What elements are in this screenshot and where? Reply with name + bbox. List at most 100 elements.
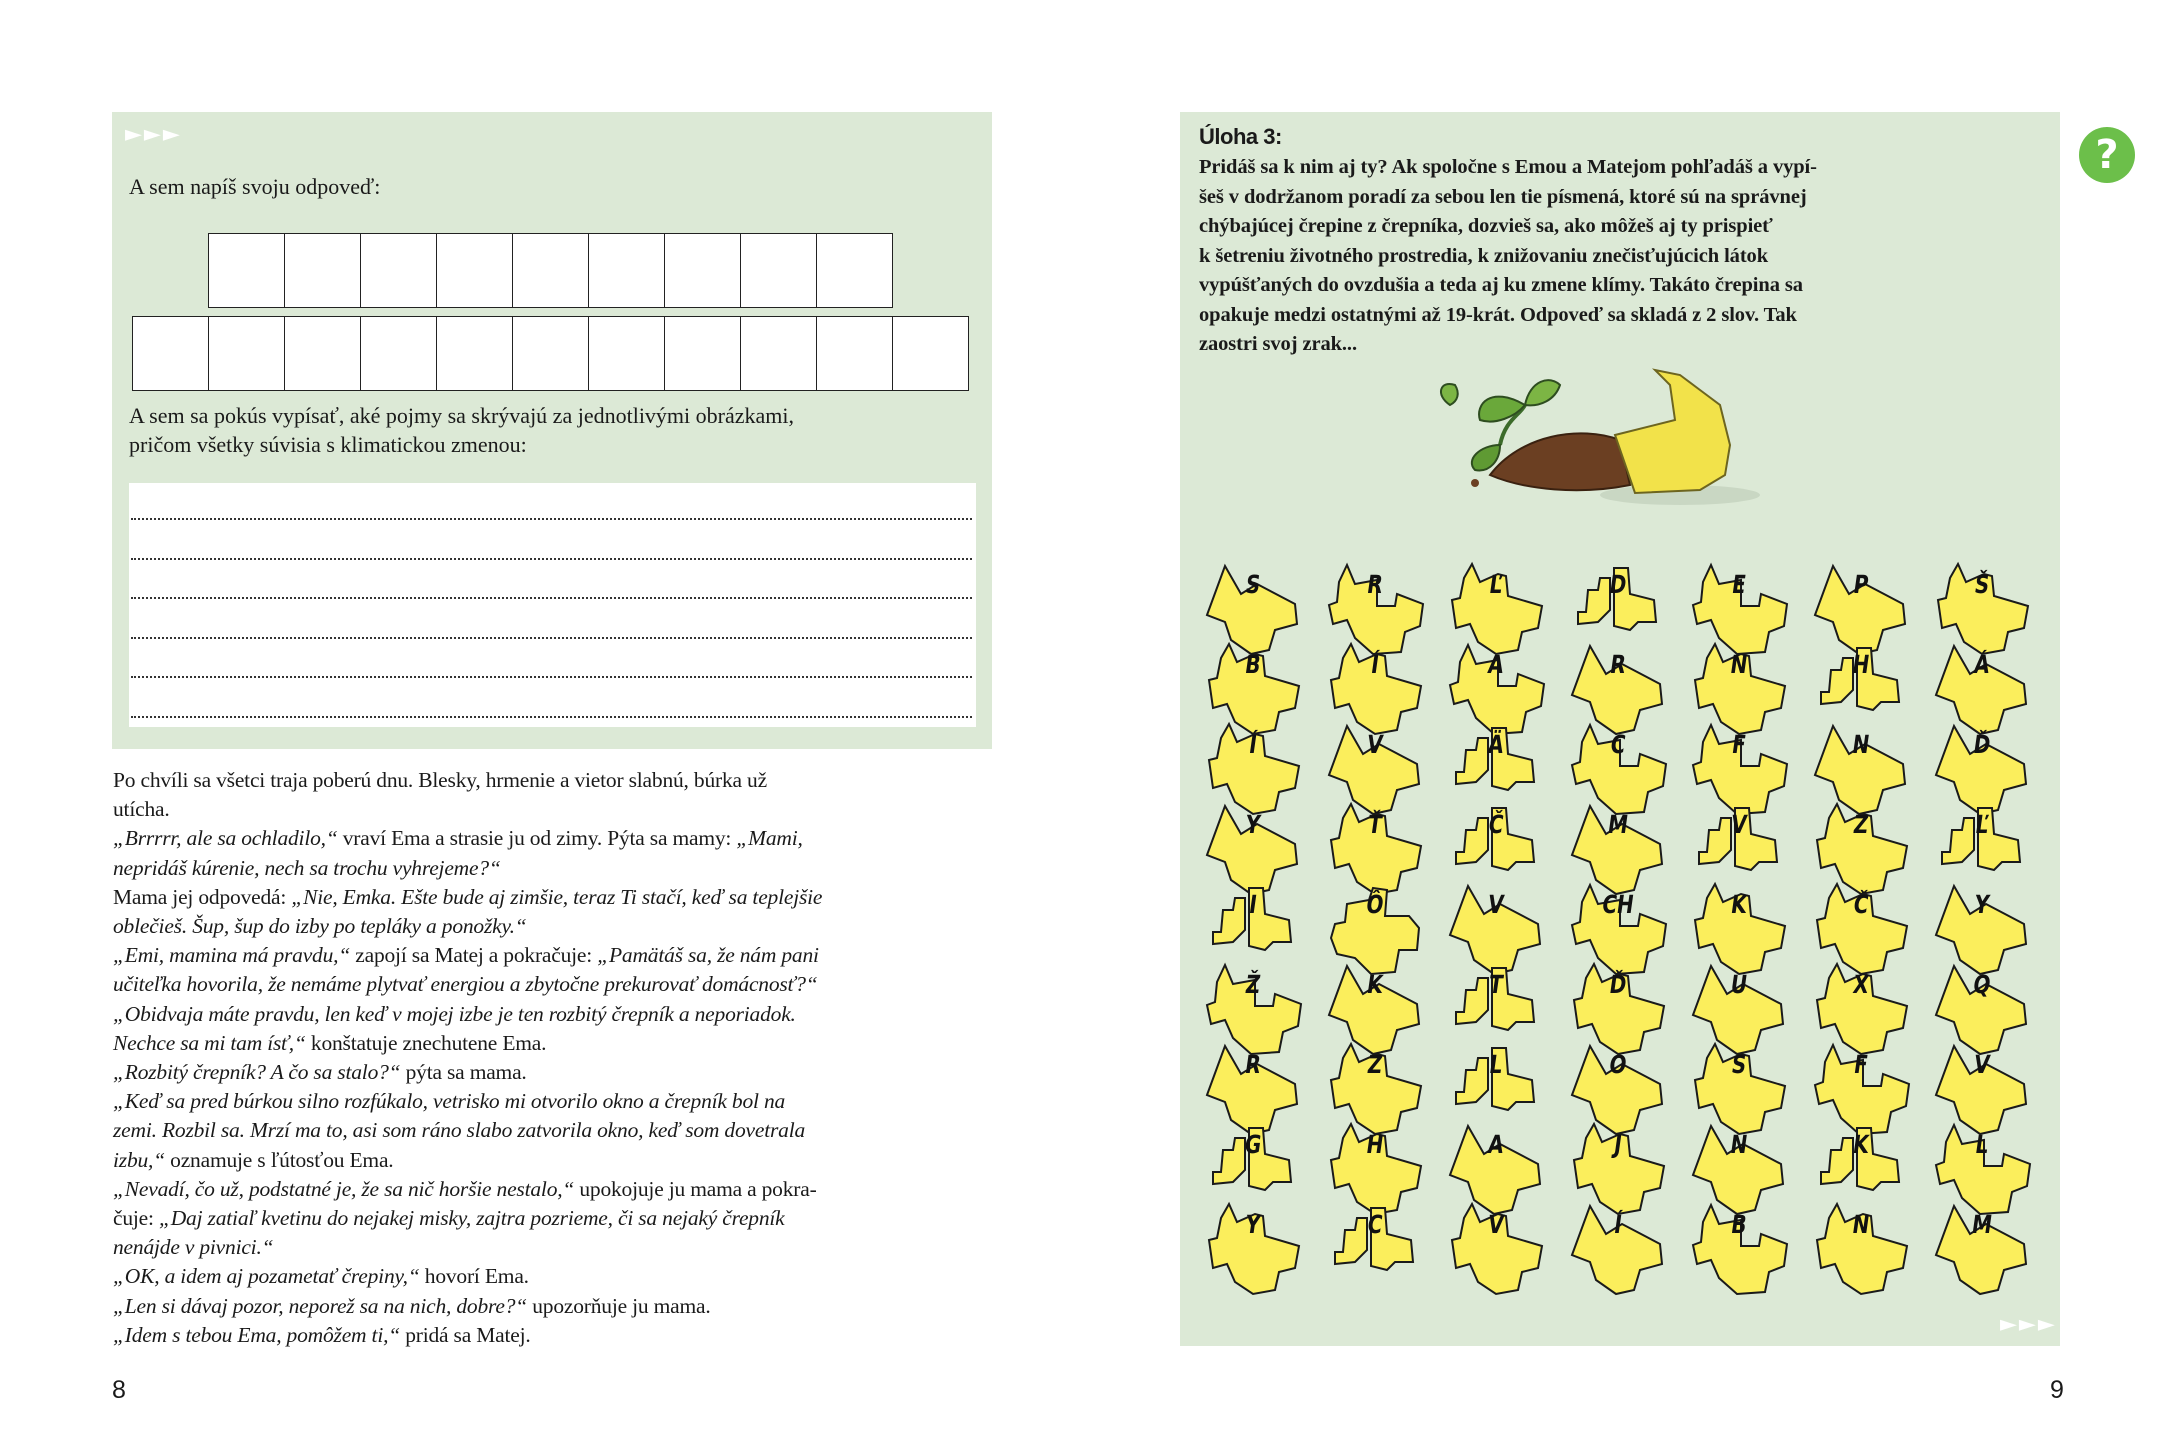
shard-piece[interactable]: Í <box>1197 720 1309 816</box>
shard-piece[interactable]: Í <box>1562 1200 1674 1296</box>
shard-piece[interactable]: P <box>1805 560 1917 656</box>
letter-box[interactable] <box>209 316 285 391</box>
letter-box[interactable] <box>437 233 513 308</box>
shard-piece[interactable]: Š <box>1926 560 2038 656</box>
shard-piece[interactable]: F <box>1683 720 1795 816</box>
shard-piece[interactable]: V <box>1440 880 1552 976</box>
shard-shape <box>1333 1207 1414 1272</box>
concepts-writing-area[interactable] <box>129 483 976 727</box>
shard-piece[interactable]: Ž <box>1197 960 1309 1056</box>
letter-box[interactable] <box>589 233 665 308</box>
shard-piece[interactable]: K <box>1319 960 1431 1056</box>
shard-piece[interactable]: Í <box>1319 640 1431 736</box>
shard-piece[interactable]: Y <box>1926 880 2038 976</box>
shard-piece[interactable]: M <box>1926 1200 2038 1296</box>
letter-box[interactable] <box>513 316 589 391</box>
shard-piece[interactable]: C <box>1562 720 1674 816</box>
story-line: „Nevadí, čo už, podstatné je, že sa nič … <box>113 1175 822 1204</box>
shard-piece[interactable]: V <box>1440 1200 1552 1296</box>
shard-piece[interactable]: S <box>1683 1040 1795 1136</box>
letter-box[interactable] <box>361 316 437 391</box>
shard-piece[interactable]: A <box>1440 1120 1552 1216</box>
shard-piece[interactable]: M <box>1562 800 1674 896</box>
leaf-icon <box>1478 395 1527 423</box>
page-number-right: 9 <box>2050 1376 2064 1404</box>
shard-piece[interactable]: Ä <box>1440 720 1552 812</box>
shard-piece[interactable]: E <box>1683 560 1795 656</box>
shard-piece[interactable]: Ľ <box>1926 800 2038 892</box>
shard-piece[interactable]: J <box>1562 1120 1674 1216</box>
shard-piece[interactable]: K <box>1683 880 1795 976</box>
story-line: Po chvíli sa všetci traja poberú dnu. Bl… <box>113 766 822 795</box>
letter-box[interactable] <box>285 316 361 391</box>
letter-box[interactable] <box>437 316 513 391</box>
letter-box[interactable] <box>209 233 285 308</box>
shard-piece[interactable]: Y <box>1197 1200 1309 1296</box>
letter-box[interactable] <box>817 316 893 391</box>
answer-boxes-word2[interactable] <box>132 316 969 391</box>
shard-piece[interactable]: V <box>1926 1040 2038 1136</box>
concepts-prompt-line1: A sem sa pokús vypísať, aké pojmy sa skr… <box>129 403 794 428</box>
shard-piece[interactable]: H <box>1319 1120 1431 1216</box>
shard-piece[interactable]: X <box>1805 960 1917 1056</box>
shard-piece[interactable]: F <box>1805 1040 1917 1136</box>
letter-box[interactable] <box>589 316 665 391</box>
shard-piece[interactable]: CH <box>1562 880 1674 976</box>
shard-piece[interactable]: T <box>1440 960 1552 1052</box>
shard-piece[interactable]: Č <box>1440 800 1552 892</box>
shard-piece[interactable]: Ľ <box>1440 560 1552 656</box>
shard-piece[interactable]: N <box>1805 1200 1917 1296</box>
shard-shape <box>1455 727 1536 792</box>
shard-piece[interactable]: C <box>1319 1200 1431 1292</box>
shard-piece[interactable]: H <box>1805 640 1917 732</box>
shard-piece[interactable]: G <box>1197 1120 1309 1212</box>
shard-piece[interactable]: V <box>1319 720 1431 816</box>
letter-box[interactable] <box>665 316 741 391</box>
shard-piece[interactable]: V <box>1683 800 1795 892</box>
shard-piece[interactable]: S <box>1197 560 1309 656</box>
shard-piece[interactable]: I <box>1197 880 1309 972</box>
shard-piece[interactable]: A <box>1440 640 1552 736</box>
shard-piece[interactable]: Ť <box>1319 800 1431 896</box>
letter-box[interactable] <box>133 316 209 391</box>
shard-piece[interactable]: L <box>1440 1040 1552 1132</box>
shard-piece[interactable]: Ď <box>1562 960 1674 1056</box>
shard-piece[interactable]: O <box>1562 1040 1674 1136</box>
shard-piece[interactable]: R <box>1319 560 1431 656</box>
shard-piece[interactable]: L <box>1926 1120 2038 1216</box>
shard-piece[interactable]: D <box>1562 560 1674 652</box>
shard-piece[interactable]: Z <box>1319 1040 1431 1136</box>
letter-box[interactable] <box>741 316 817 391</box>
shard-piece[interactable]: Y <box>1197 800 1309 896</box>
shard-piece[interactable]: N <box>1805 720 1917 816</box>
shard-letter: S <box>1729 1050 1749 1079</box>
shard-piece[interactable]: Ô <box>1319 880 1431 976</box>
letter-box[interactable] <box>361 233 437 308</box>
shard-piece[interactable]: Ď <box>1926 720 2038 816</box>
shard-piece[interactable]: B <box>1197 640 1309 736</box>
shard-piece[interactable]: Á <box>1926 640 2038 736</box>
shard-piece[interactable]: Č <box>1805 880 1917 976</box>
shard-shape <box>1570 882 1667 976</box>
shard-piece[interactable]: K <box>1805 1120 1917 1212</box>
shard-outline <box>1693 881 1787 976</box>
letter-box[interactable] <box>665 233 741 308</box>
answer-boxes-word1[interactable] <box>208 233 893 308</box>
shard-piece[interactable]: Z <box>1805 800 1917 896</box>
shard-shape <box>1576 567 1657 632</box>
shard-outline <box>1570 722 1667 816</box>
shard-piece[interactable]: N <box>1683 1120 1795 1216</box>
shard-outline <box>1934 1203 2028 1296</box>
letter-box[interactable] <box>741 233 817 308</box>
shard-piece[interactable]: U <box>1683 960 1795 1056</box>
shard-piece[interactable]: B <box>1683 1200 1795 1296</box>
letter-box[interactable] <box>817 233 893 308</box>
task-line: šeš v dodržanom poradí za sebou len tie … <box>1199 185 1807 208</box>
shard-piece[interactable]: Q <box>1926 960 2038 1056</box>
letter-box[interactable] <box>893 316 969 391</box>
shard-piece[interactable]: N <box>1683 640 1795 736</box>
shard-piece[interactable]: R <box>1562 640 1674 736</box>
letter-box[interactable] <box>285 233 361 308</box>
shard-piece[interactable]: R <box>1197 1040 1309 1136</box>
letter-box[interactable] <box>513 233 589 308</box>
